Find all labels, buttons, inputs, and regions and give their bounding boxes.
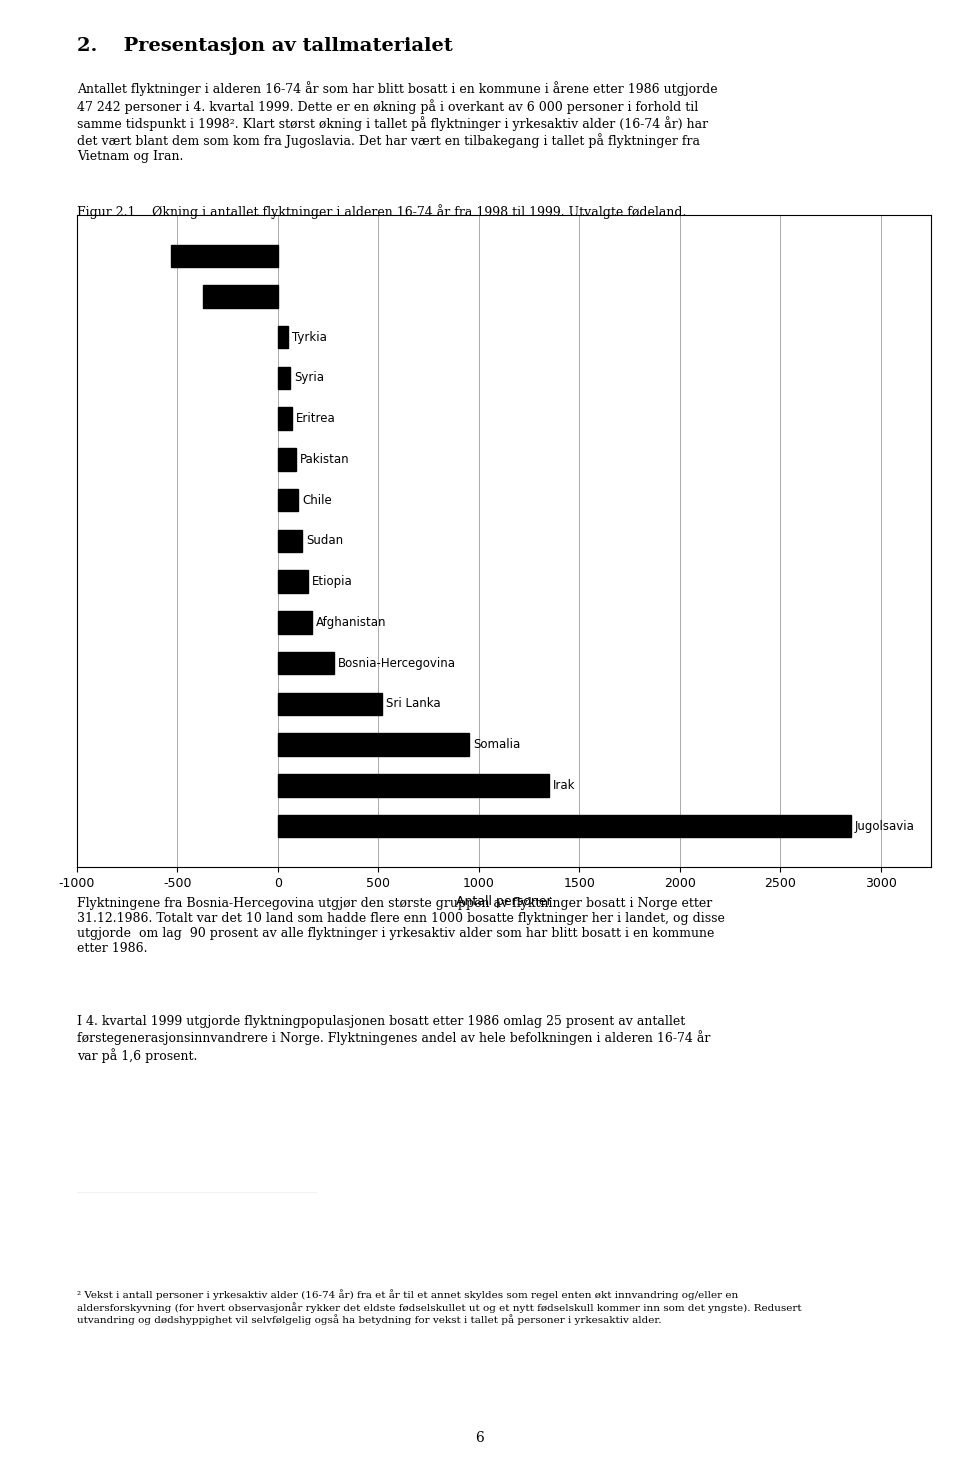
Bar <box>277 448 296 471</box>
Bar <box>277 692 382 716</box>
Bar <box>171 245 277 267</box>
Text: Etiopia: Etiopia <box>312 575 352 588</box>
Bar <box>277 734 468 756</box>
Text: 2.  Presentasjon av tallmaterialet: 2. Presentasjon av tallmaterialet <box>77 37 452 55</box>
Bar <box>277 326 288 348</box>
Bar <box>277 815 851 837</box>
Bar <box>277 529 302 553</box>
Text: Chile: Chile <box>302 494 332 507</box>
Text: Antallet flyktninger i alderen 16-74 år som har blitt bosatt i en kommune i åren: Antallet flyktninger i alderen 16-74 år … <box>77 82 717 163</box>
Text: Pakistan: Pakistan <box>300 453 349 465</box>
Text: Flyktningene fra Bosnia-Hercegovina utgjør den største gruppen av flyktninger bo: Flyktningene fra Bosnia-Hercegovina utgj… <box>77 897 725 954</box>
Text: Irak: Irak <box>553 780 576 791</box>
Text: I 4. kvartal 1999 utgjorde flyktningpopulasjonen bosatt etter 1986 omlag 25 pros: I 4. kvartal 1999 utgjorde flyktningpopu… <box>77 1015 710 1063</box>
Text: Afghanistan: Afghanistan <box>316 617 387 628</box>
Text: Somalia: Somalia <box>473 738 520 751</box>
Text: Sudan: Sudan <box>306 535 343 547</box>
Bar <box>277 774 549 797</box>
Text: Iran: Iran <box>207 290 230 302</box>
Text: 6: 6 <box>475 1432 485 1445</box>
Text: Vietnam: Vietnam <box>176 249 225 262</box>
Bar <box>204 285 277 308</box>
Bar <box>277 571 308 593</box>
Bar <box>277 611 312 634</box>
Bar <box>277 652 334 674</box>
Bar <box>277 408 292 430</box>
Text: Eritrea: Eritrea <box>296 412 336 425</box>
Text: Bosnia-Hercegovina: Bosnia-Hercegovina <box>338 657 456 670</box>
Text: ² Vekst i antall personer i yrkesaktiv alder (16-74 år) fra et år til et annet s: ² Vekst i antall personer i yrkesaktiv a… <box>77 1289 802 1325</box>
Text: Sri Lanka: Sri Lanka <box>386 698 441 710</box>
Text: Tyrkia: Tyrkia <box>292 330 326 344</box>
Bar <box>277 366 290 390</box>
Text: Figur 2.1  Økning i antallet flyktninger i alderen 16-74 år fra 1998 til 1999. U: Figur 2.1 Økning i antallet flyktninger … <box>77 205 686 219</box>
Bar <box>277 489 298 511</box>
X-axis label: Antall personer: Antall personer <box>456 895 552 908</box>
Text: Jugolsavia: Jugolsavia <box>854 820 915 833</box>
Text: Syria: Syria <box>294 372 324 384</box>
